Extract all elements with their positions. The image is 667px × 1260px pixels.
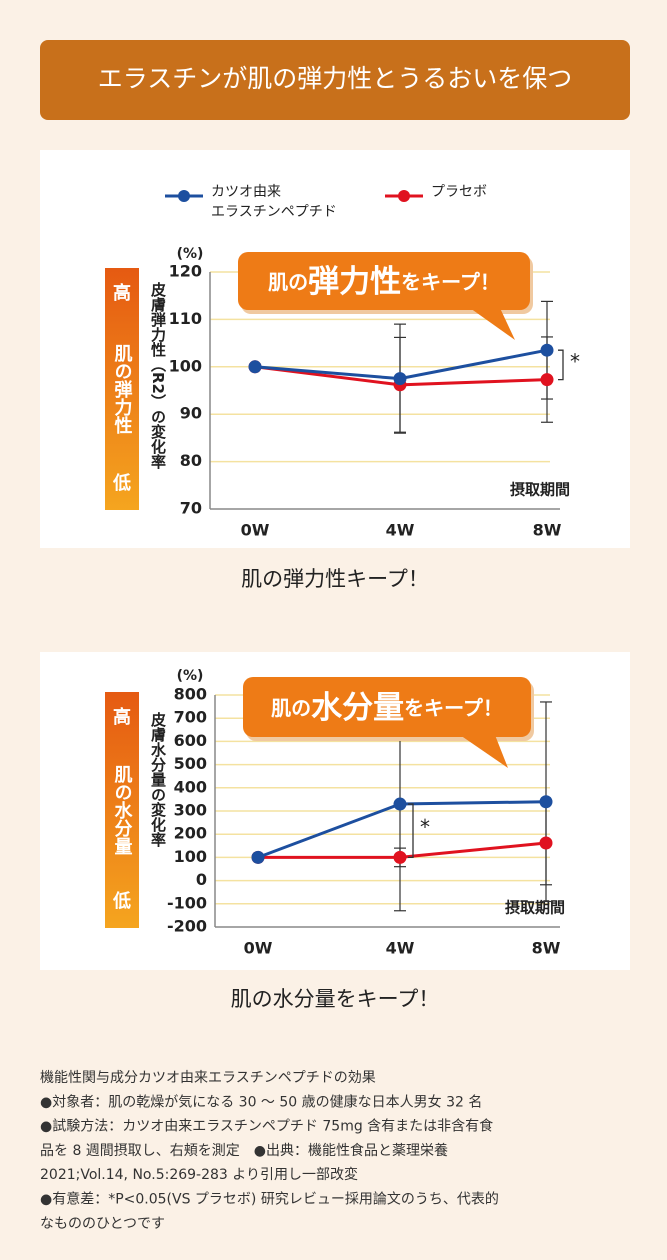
- footnote-line: なもののひとつです: [40, 1216, 165, 1232]
- side-low: 低: [112, 472, 131, 494]
- footnote-line: 機能性関与成分カツオ由来エラスチンペプチドの効果: [40, 1070, 376, 1086]
- callout-part: をキープ！: [401, 270, 500, 294]
- callout-part: 水分量: [311, 690, 404, 726]
- legend-label: カツオ由来 エラスチンペプチド: [211, 184, 337, 220]
- y-tick-label: 70: [180, 499, 202, 518]
- y-tick-label: -200: [167, 917, 207, 936]
- x-tick-label: 0W: [244, 939, 273, 958]
- data-point: [248, 360, 262, 374]
- y-tick-label: 120: [169, 262, 202, 281]
- legend-item: プラセボ: [431, 184, 487, 200]
- significance-label: *: [420, 815, 430, 839]
- data-point: [539, 836, 553, 850]
- side-badge: [105, 268, 139, 510]
- legend-item: カツオ由来 エラスチンペプチド: [211, 184, 337, 220]
- y-tick-label: 80: [180, 451, 202, 470]
- data-point: [393, 850, 407, 864]
- data-point: [539, 795, 553, 809]
- side-high: 高: [113, 706, 131, 728]
- y-tick-label: 100: [169, 356, 202, 375]
- y-tick-label: 90: [180, 404, 202, 423]
- significance-label: *: [570, 349, 580, 373]
- y-tick-label: 110: [169, 309, 202, 328]
- unit-label: (%): [177, 246, 204, 262]
- callout-part: 肌の: [271, 696, 311, 720]
- side-high: 高: [113, 282, 131, 304]
- side-name: 肌の水分量: [112, 765, 133, 855]
- y-tick-label: 700: [174, 708, 207, 727]
- y-axis-label: 皮膚水分量の変化率: [149, 711, 167, 848]
- data-point: [540, 373, 554, 387]
- footnote-line: 2021;Vol.14, No.5:269-283 より引用し一部改変: [40, 1166, 358, 1183]
- y-tick-label: -100: [167, 893, 207, 912]
- data-point: [393, 372, 407, 386]
- side-name: 肌の弾力性: [112, 344, 133, 435]
- footnote-line: ●有意差：*P<0.05(VS プラセボ) 研究レビュー採用論文のうち、代表的: [40, 1191, 499, 1208]
- y-tick-label: 300: [174, 801, 207, 820]
- significance-bracket: [408, 803, 414, 859]
- header-title: エラスチンが肌の弾力性とうるおいを保つ: [98, 64, 573, 93]
- y-tick-label: 500: [174, 754, 207, 773]
- x-axis-label: 摂取期間: [510, 481, 570, 499]
- legend-label: プラセボ: [431, 184, 487, 200]
- callout-text: 肌の水分量をキープ！: [271, 690, 503, 726]
- header-banner: [40, 40, 630, 120]
- callout-tail: [460, 735, 508, 768]
- y-tick-label: 600: [174, 731, 207, 750]
- x-tick-label: 8W: [532, 939, 561, 958]
- y-tick-label: 200: [174, 824, 207, 843]
- y-tick-label: 400: [174, 777, 207, 796]
- callout-part: 肌の: [268, 270, 308, 294]
- side-low: 低: [112, 890, 131, 912]
- callout-box: [243, 677, 531, 737]
- y-tick-label: 100: [174, 847, 207, 866]
- callout-part: 弾力性: [308, 264, 401, 300]
- footnote-line: ●対象者：肌の乾燥が気になる 30 ～ 50 歳の健康な日本人男女 32 名: [40, 1093, 482, 1110]
- callout-text: 肌の弾力性をキープ！: [268, 264, 500, 300]
- data-point: [540, 343, 554, 357]
- y-axis-label: 皮膚弾力性（R2）の変化率: [149, 281, 167, 470]
- callout-box: [238, 252, 530, 310]
- legend-marker: [398, 190, 410, 202]
- y-tick-label: 0: [196, 870, 207, 889]
- footnote-line: 品を 8 週間摂取し、右頬を測定 ●出典：機能性食品と薬理栄養: [40, 1142, 448, 1159]
- side-badge: [105, 692, 139, 928]
- x-tick-label: 4W: [386, 939, 415, 958]
- callout-tail: [470, 308, 515, 340]
- caption: 肌の弾力性キープ！: [241, 567, 429, 591]
- significance-bracket: [558, 349, 564, 381]
- data-point: [251, 850, 265, 864]
- caption: 肌の水分量をキープ！: [231, 987, 440, 1011]
- callout-part: をキープ！: [404, 696, 503, 720]
- footnote-line: ●試験方法：カツオ由来エラスチンペプチド 75mg 含有または非含有食: [40, 1118, 493, 1135]
- legend-marker: [178, 190, 190, 202]
- data-point: [393, 797, 407, 811]
- y-tick-label: 800: [174, 685, 207, 704]
- x-axis-label: 摂取期間: [505, 899, 565, 917]
- x-tick-label: 0W: [241, 521, 270, 540]
- x-tick-label: 8W: [533, 521, 562, 540]
- unit-label: (%): [177, 668, 204, 684]
- x-tick-label: 4W: [386, 521, 415, 540]
